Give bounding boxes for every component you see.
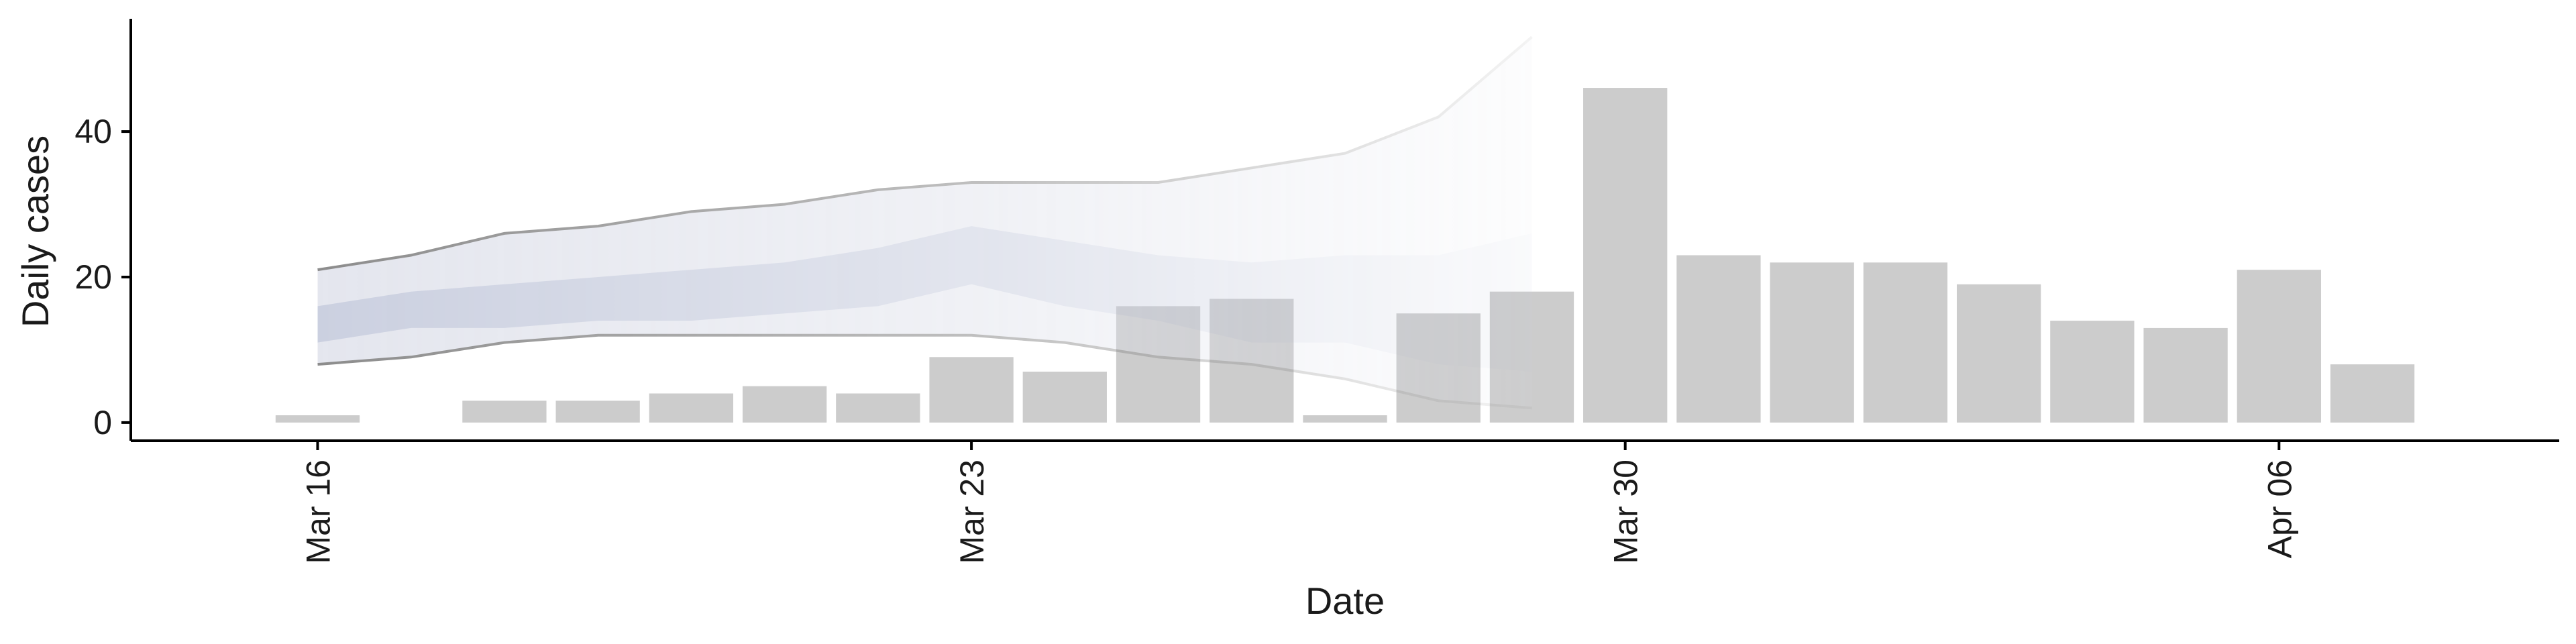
y-axis-title: Daily cases xyxy=(14,136,56,327)
bar xyxy=(742,386,827,423)
bar xyxy=(2330,364,2415,423)
outer-upper-line xyxy=(317,36,1533,272)
bar xyxy=(1770,262,1854,423)
bar xyxy=(1863,262,1948,423)
bar xyxy=(2143,327,2228,423)
ticks-layer: 0 20 40 Mar 16 Mar 23 Mar 30 Apr 06 xyxy=(74,113,2298,564)
bar xyxy=(2050,321,2135,423)
y-tick-label: 0 xyxy=(93,404,112,441)
bar xyxy=(649,393,734,423)
x-axis-title: Date xyxy=(1305,580,1385,622)
bar xyxy=(1022,371,1107,423)
bar xyxy=(275,415,360,423)
outer-lower-line xyxy=(317,333,1532,410)
inner-interval-band xyxy=(317,226,1532,372)
bar xyxy=(1583,88,1668,423)
x-tick-label: Mar 16 xyxy=(299,460,337,564)
x-tick-label: Apr 06 xyxy=(2261,460,2298,558)
x-tick-label: Mar 23 xyxy=(953,460,991,564)
axes-layer xyxy=(129,19,2559,442)
bar xyxy=(1956,284,2041,423)
x-tick-label: Mar 30 xyxy=(1607,460,1645,564)
y-tick-label: 40 xyxy=(74,113,112,150)
bar xyxy=(929,357,1014,423)
bar xyxy=(1303,415,1387,423)
bar xyxy=(555,400,640,423)
y-tick-label: 20 xyxy=(74,258,112,296)
bar xyxy=(1676,255,1761,423)
forecast-layer xyxy=(317,36,1533,410)
bar xyxy=(462,400,547,423)
bar xyxy=(2237,270,2321,423)
bar xyxy=(836,393,920,423)
outer-interval-band xyxy=(317,37,1532,409)
